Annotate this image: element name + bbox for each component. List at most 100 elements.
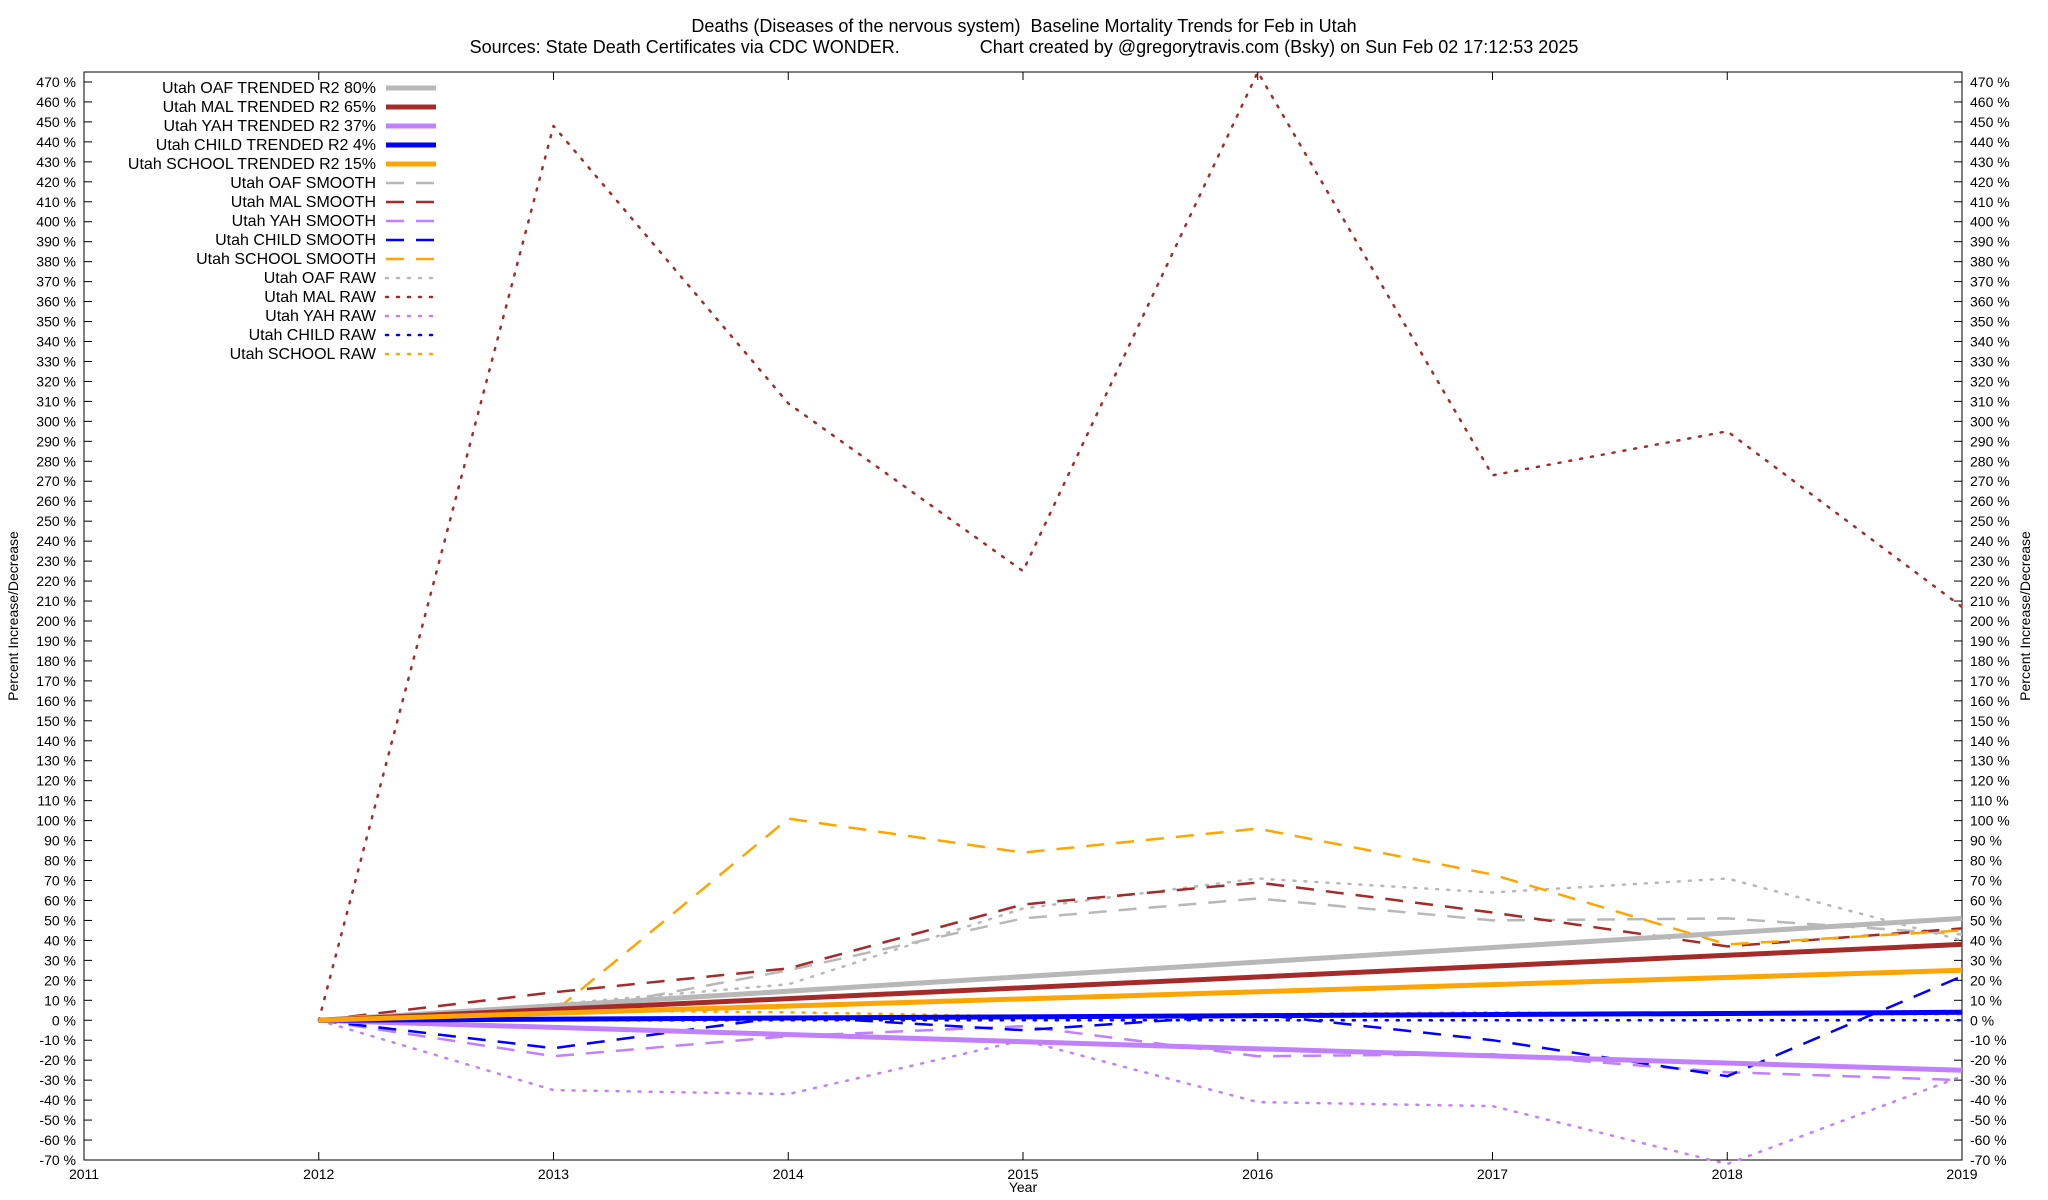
y2-tick-label: 150 % [1970,713,2010,729]
x-tick-label: 2015 [1007,1166,1038,1182]
y-tick-label: 50 % [44,912,76,928]
y2-tick-label: 400 % [1970,214,2010,230]
y-tick-label: 190 % [36,633,76,649]
y2-tick-label: -30 % [1970,1072,2007,1088]
y2-tick-label: -20 % [1970,1052,2007,1068]
y-tick-label: 310 % [36,393,76,409]
y-tick-label: -20 % [39,1052,76,1068]
y-tick-label: 170 % [36,673,76,689]
x-tick-label: 2013 [538,1166,569,1182]
y-tick-label: 250 % [36,513,76,529]
y2-tick-label: 430 % [1970,154,2010,170]
y2-tick-label: 90 % [1970,833,2002,849]
y-axis-label-left: Percent Increase/Decrease [5,531,21,701]
legend-label: Utah MAL TRENDED R2 65% [163,99,376,116]
legend-label: Utah SCHOOL SMOOTH [196,251,376,268]
y2-tick-label: 310 % [1970,393,2010,409]
y2-tick-label: 50 % [1970,912,2002,928]
y2-tick-label: 140 % [1970,733,2010,749]
y2-tick-label: 40 % [1970,932,2002,948]
legend-label: Utah YAH TRENDED R2 37% [163,118,376,135]
y-tick-label: 230 % [36,553,76,569]
y2-tick-label: 200 % [1970,613,2010,629]
y-axis-left: -70 % -60 % -50 % -40 % -30 % -20 % -10 % 0 % 10… [36,74,92,1168]
y2-tick-label: 0 % [1970,1012,1994,1028]
legend-label: Utah CHILD SMOOTH [215,232,376,249]
chart-title: Deaths (Diseases of the nervous system) … [691,16,1356,36]
y2-tick-label: 410 % [1970,194,2010,210]
y2-tick-label: 190 % [1970,633,2010,649]
legend-label: Utah CHILD RAW [249,327,377,344]
legend-label: Utah MAL SMOOTH [231,194,376,211]
y2-tick-label: 20 % [1970,972,2002,988]
y2-tick-label: 160 % [1970,693,2010,709]
y-tick-label: 30 % [44,952,76,968]
y2-tick-label: -40 % [1970,1092,2007,1108]
y-tick-label: 430 % [36,154,76,170]
y-tick-label: 150 % [36,713,76,729]
x-tick-label: 2016 [1242,1166,1273,1182]
y-tick-label: 440 % [36,134,76,150]
y2-tick-label: 110 % [1970,793,2009,809]
y-tick-label: 350 % [36,314,76,330]
y-tick-label: 400 % [36,214,76,230]
y-tick-label: 70 % [44,873,76,889]
y-tick-label: 260 % [36,493,76,509]
y-tick-label: 300 % [36,413,76,429]
y-tick-label: 280 % [36,453,76,469]
y2-tick-label: 370 % [1970,274,2010,290]
y-tick-label: 220 % [36,573,76,589]
y2-tick-label: 70 % [1970,873,2002,889]
x-tick-label: 2011 [69,1166,99,1182]
x-tick-label: 2018 [1712,1166,1743,1182]
y2-tick-label: 80 % [1970,853,2002,869]
legend-label: Utah YAH RAW [265,308,377,325]
y-tick-label: 410 % [36,194,76,210]
y2-tick-label: 330 % [1970,353,2010,369]
legend-label: Utah YAH SMOOTH [232,213,376,230]
x-tick-label: 2014 [773,1166,804,1182]
y-tick-label: 80 % [44,853,76,869]
y-tick-label: 240 % [36,533,76,549]
y-tick-label: 10 % [44,992,76,1008]
series-line-8 [318,975,1963,1078]
series-line-7 [318,1019,1963,1082]
y-tick-label: 420 % [36,174,76,190]
x-axis-label: Year [1009,1179,1038,1195]
y2-tick-label: 460 % [1970,94,2010,110]
y-tick-label: 360 % [36,294,76,310]
y-tick-label: -70 % [39,1152,76,1168]
series-line-3 [318,1009,1963,1023]
y-tick-label: 130 % [36,753,76,769]
y-tick-label: 0 % [52,1012,76,1028]
y-axis-right: -70 % -60 % -50 % -40 % -30 % -20 % -10 % 0 % 10… [1954,74,2010,1168]
series-line-11 [317,70,1964,1022]
y-tick-label: -10 % [39,1032,76,1048]
y2-tick-label: 250 % [1970,513,2010,529]
y-tick-label: 450 % [36,114,76,130]
legend-label: Utah SCHOOL RAW [230,346,377,363]
y2-tick-label: 170 % [1970,673,2010,689]
series-line-4 [318,967,1963,1023]
series-line-6 [318,881,1963,1022]
y-axis-label-right: Percent Increase/Decrease [2017,531,2033,701]
y-tick-label: 90 % [44,833,76,849]
series-layer [317,70,1964,1166]
chart-subtitle: Sources: State Death Certificates via CD… [470,37,1579,57]
y-tick-label: 390 % [36,234,76,250]
legend-label: Utah OAF RAW [264,270,377,287]
legend-label: Utah SCHOOL TRENDED R2 15% [128,156,376,173]
y-tick-label: 210 % [36,593,76,609]
y2-tick-label: 290 % [1970,433,2010,449]
legend-label: Utah CHILD TRENDED R2 4% [156,137,376,154]
y2-tick-label: 360 % [1970,294,2010,310]
series-line-0 [318,915,1963,1023]
y2-tick-label: 220 % [1970,573,2010,589]
series-line-9 [318,817,1963,1022]
y2-tick-label: 320 % [1970,373,2010,389]
y2-tick-label: 120 % [1970,773,2010,789]
x-tick-label: 2012 [303,1166,334,1182]
y-tick-label: 460 % [36,94,76,110]
y2-tick-label: 260 % [1970,493,2010,509]
